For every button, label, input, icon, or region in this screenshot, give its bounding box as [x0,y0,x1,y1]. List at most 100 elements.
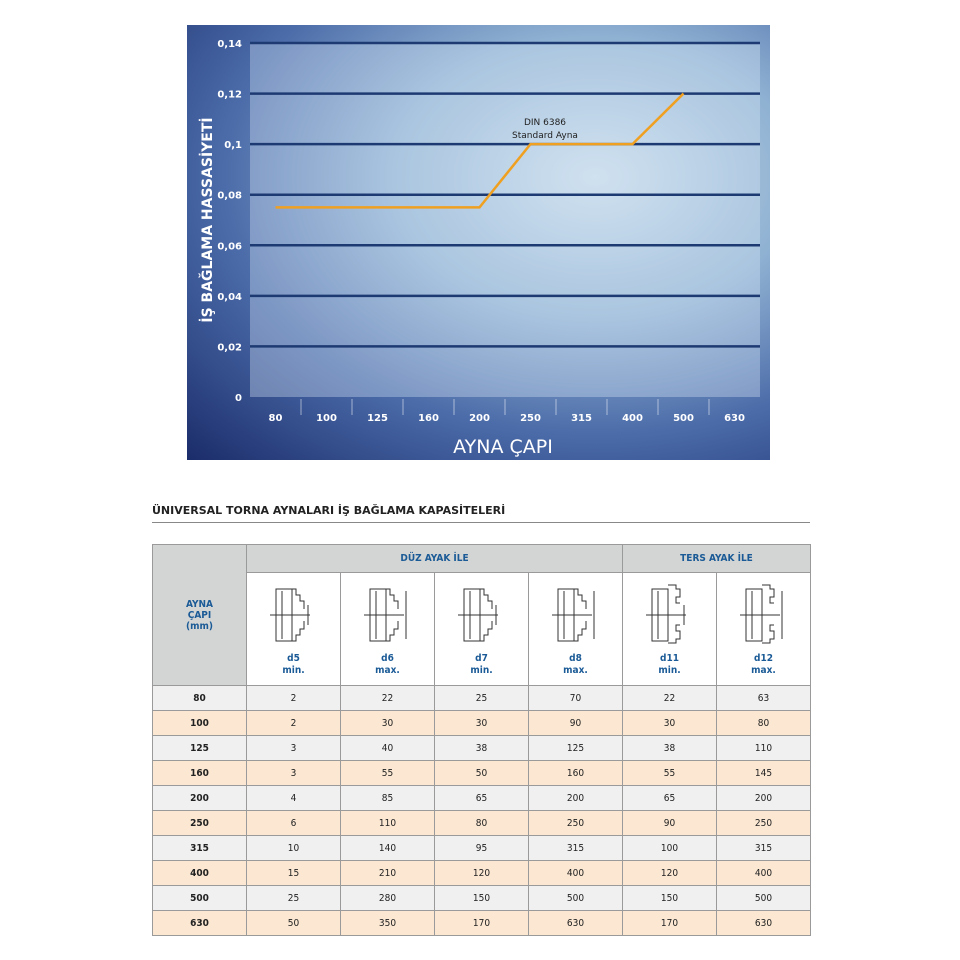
table-row: 200 4 85 65 200 65 200 [152,785,811,811]
group-header-ters: TERS AYAK İLE [622,544,811,573]
cell-d5: 6 [246,810,341,836]
cell-d5: 3 [246,735,341,761]
row-chuck-diameter: 125 [152,735,247,761]
cell-d7: 150 [434,885,529,911]
cell-d5: 15 [246,860,341,886]
cell-d6: 210 [340,860,435,886]
column-header-d7: d7 min. [434,572,529,686]
table-row: 100 2 30 30 90 30 80 [152,710,811,736]
cell-d11: 30 [622,710,717,736]
x-tick-label: 500 [673,413,694,424]
cell-d5: 4 [246,785,341,811]
cell-d8: 160 [528,760,623,786]
cell-d11: 55 [622,760,717,786]
column-label: d11 [660,653,679,664]
cell-d8: 315 [528,835,623,861]
cell-d5: 25 [246,885,341,911]
cell-d7: 25 [434,685,529,711]
table-title: ÜNIVERSAL TORNA AYNALARI İŞ BAĞLAMA KAPA… [152,504,506,517]
cell-d7: 30 [434,710,529,736]
cell-d5: 2 [246,685,341,711]
cell-d12: 145 [716,760,811,786]
x-tick-label: 80 [269,413,283,424]
x-tick-label: 100 [316,413,337,424]
cell-d12: 80 [716,710,811,736]
column-label: d7 [475,653,488,664]
cell-d5: 50 [246,910,341,936]
chuck-diagram-icon [363,588,406,642]
row-chuck-diameter: 630 [152,910,247,936]
cell-d6: 110 [340,810,435,836]
x-axis-title: AYNA ÇAPI [453,436,553,458]
chuck-diagram-icon [645,584,686,644]
row-chuck-diameter: 250 [152,810,247,836]
column-sublabel: min. [282,665,305,676]
cell-d7: 80 [434,810,529,836]
cell-d11: 120 [622,860,717,886]
row-chuck-diameter: 80 [152,685,247,711]
cell-d6: 140 [340,835,435,861]
table-row: 400 15 210 120 400 120 400 [152,860,811,886]
table-row: 315 10 140 95 315 100 315 [152,835,811,861]
chuck-diagram-icon [457,588,498,642]
table-row: 630 50 350 170 630 170 630 [152,910,811,936]
row-chuck-diameter: 100 [152,710,247,736]
y-tick-label: 0,02 [217,342,242,353]
table-row: 125 3 40 38 125 38 110 [152,735,811,761]
cell-d12: 200 [716,785,811,811]
cell-d8: 90 [528,710,623,736]
column-header-d5: d5 min. [246,572,341,686]
cell-d5: 2 [246,710,341,736]
column-sublabel: max. [563,665,588,676]
cell-d6: 30 [340,710,435,736]
column-sublabel: max. [375,665,400,676]
row-header-line: AYNA [185,598,213,610]
table-row: 500 25 280 150 500 150 500 [152,885,811,911]
cell-d11: 170 [622,910,717,936]
cell-d8: 200 [528,785,623,811]
cell-d6: 40 [340,735,435,761]
cell-d8: 630 [528,910,623,936]
cell-d7: 50 [434,760,529,786]
plot-area [250,43,760,397]
cell-d6: 55 [340,760,435,786]
cell-d11: 38 [622,735,717,761]
group-header-duz: DÜZ AYAK İLE [246,544,623,573]
y-tick-label: 0,08 [217,191,242,202]
cell-d12: 400 [716,860,811,886]
cell-d7: 170 [434,910,529,936]
series-annotation: Standard Ayna [512,131,578,141]
x-tick-label: 250 [520,413,541,424]
row-chuck-diameter: 315 [152,835,247,861]
column-header-d6: d6 max. [340,572,435,686]
cell-d6: 350 [340,910,435,936]
y-tick-label: 0,1 [224,140,242,151]
cell-d11: 22 [622,685,717,711]
title-divider [152,522,810,523]
x-tick-label: 125 [367,413,388,424]
x-tick-label: 630 [724,413,745,424]
cell-d8: 400 [528,860,623,886]
cell-d7: 95 [434,835,529,861]
column-label: d8 [569,653,582,664]
cell-d11: 90 [622,810,717,836]
cell-d12: 315 [716,835,811,861]
y-tick-label: 0,06 [217,241,242,252]
column-label: d12 [754,653,773,664]
row-chuck-diameter: 400 [152,860,247,886]
cell-d12: 63 [716,685,811,711]
cell-d5: 10 [246,835,341,861]
x-tick-label: 160 [418,413,439,424]
cell-d12: 110 [716,735,811,761]
cell-d8: 500 [528,885,623,911]
cell-d6: 280 [340,885,435,911]
cell-d6: 85 [340,785,435,811]
y-tick-label: 0,04 [217,292,242,303]
chuck-diagram-icon [739,584,782,644]
y-axis-title: İŞ BAĞLAMA HASSASİYETİ [198,117,216,322]
cell-d11: 150 [622,885,717,911]
capacity-table: AYNA ÇAPI (mm) DÜZ AYAK İLE TERS AYAK İL… [152,544,811,936]
series-annotation: DIN 6386 [524,118,566,128]
cell-d7: 120 [434,860,529,886]
column-header-d12: d12 max. [716,572,811,686]
